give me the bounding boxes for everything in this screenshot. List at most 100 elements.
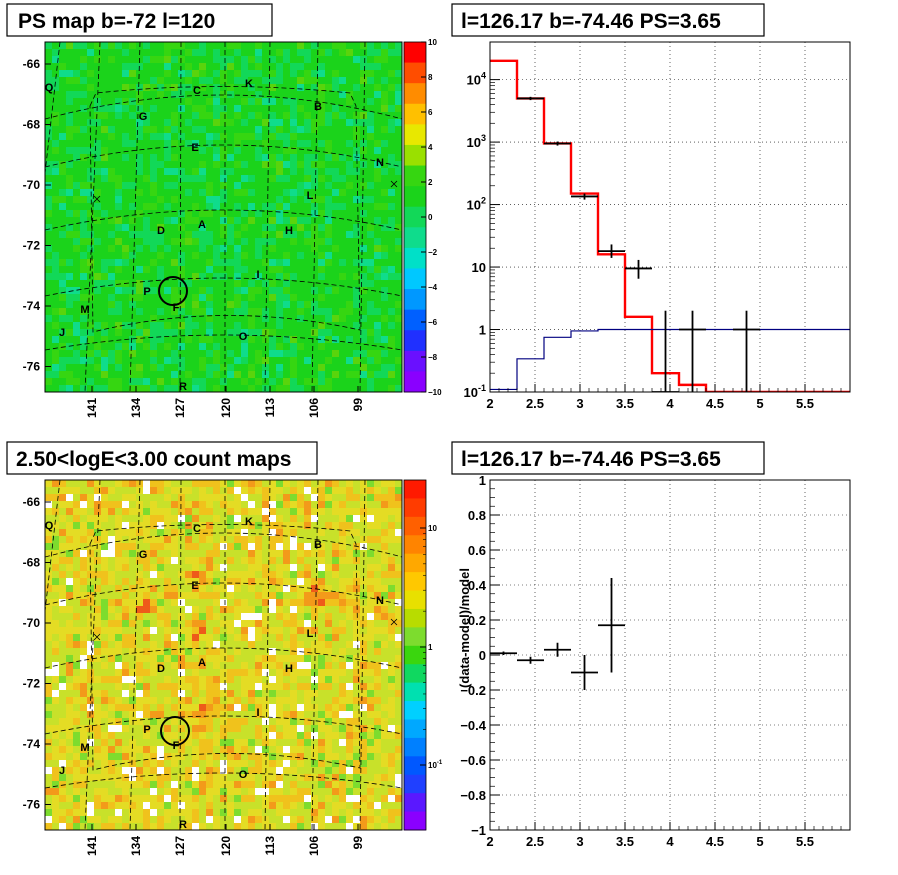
map-cell [192, 655, 199, 662]
map-cell [73, 329, 80, 336]
map-cell [367, 718, 374, 725]
map-cell [94, 606, 101, 613]
map-cell [311, 634, 318, 641]
map-cell [388, 599, 395, 606]
map-cell [374, 494, 381, 501]
map-cell [45, 508, 52, 515]
map-cell [395, 634, 402, 641]
map-cell [80, 522, 87, 529]
map-cell [150, 697, 157, 704]
map-cell [248, 501, 255, 508]
map-cell [290, 550, 297, 557]
map-cell [297, 494, 304, 501]
map-cell [276, 753, 283, 760]
map-cell [395, 357, 402, 364]
map-cell [276, 536, 283, 543]
map-cell [129, 301, 136, 308]
map-cell [325, 70, 332, 77]
map-cell [325, 676, 332, 683]
map-cell [73, 210, 80, 217]
map-cell [227, 634, 234, 641]
map-cell [150, 182, 157, 189]
map-cell [297, 301, 304, 308]
map-cell [269, 336, 276, 343]
map-cell [388, 63, 395, 70]
map-cell [45, 266, 52, 273]
map-cell [283, 308, 290, 315]
map-cell [59, 662, 66, 669]
map-cell [115, 676, 122, 683]
map-cell [346, 273, 353, 280]
map-cell [262, 571, 269, 578]
map-cell [346, 704, 353, 711]
map-cell [80, 371, 87, 378]
map-cell [388, 140, 395, 147]
map-cell [192, 550, 199, 557]
map-cell [143, 515, 150, 522]
map-cell [297, 627, 304, 634]
map-cell [87, 42, 94, 49]
map-cell [73, 655, 80, 662]
map-cell [199, 231, 206, 238]
map-cell [318, 662, 325, 669]
map-cell [276, 606, 283, 613]
map-cell [388, 725, 395, 732]
map-cell [178, 732, 185, 739]
map-cell [122, 91, 129, 98]
map-cell [136, 84, 143, 91]
map-cell [283, 266, 290, 273]
map-cell [45, 690, 52, 697]
map-cell [353, 84, 360, 91]
map-cell [353, 336, 360, 343]
map-cell [381, 767, 388, 774]
map-cell [73, 578, 80, 585]
map-cell [94, 77, 101, 84]
map-cell [150, 273, 157, 280]
map-cell [367, 732, 374, 739]
map-cell [178, 501, 185, 508]
map-cell [381, 620, 388, 627]
map-cell [101, 697, 108, 704]
map-cell [101, 655, 108, 662]
map-cell [150, 592, 157, 599]
map-cell [255, 690, 262, 697]
map-cell [108, 725, 115, 732]
map-cell [311, 63, 318, 70]
map-cell [157, 273, 164, 280]
map-cell [164, 718, 171, 725]
map-cell [143, 655, 150, 662]
map-cell [269, 252, 276, 259]
map-cell [59, 140, 66, 147]
map-cell [297, 126, 304, 133]
map-cell [52, 217, 59, 224]
map-cell [157, 350, 164, 357]
map-cell [318, 487, 325, 494]
map-cell [157, 522, 164, 529]
map-cell [59, 42, 66, 49]
map-cell [115, 189, 122, 196]
map-cell [136, 739, 143, 746]
map-cell [381, 168, 388, 175]
map-cell [234, 641, 241, 648]
map-cell [318, 126, 325, 133]
map-cell [332, 487, 339, 494]
map-cell [353, 522, 360, 529]
map-cell [213, 767, 220, 774]
map-cell [255, 140, 262, 147]
map-cell [234, 287, 241, 294]
map-cell [192, 753, 199, 760]
map-cell [150, 140, 157, 147]
map-cell [136, 613, 143, 620]
map-cell [143, 697, 150, 704]
map-cell [269, 343, 276, 350]
map-cell [185, 641, 192, 648]
map-cell [213, 385, 220, 392]
map-cell [234, 98, 241, 105]
map-cell [108, 329, 115, 336]
map-cell [52, 697, 59, 704]
map-cell [360, 564, 367, 571]
map-cell [367, 767, 374, 774]
map-cell [283, 739, 290, 746]
map-cell [59, 182, 66, 189]
